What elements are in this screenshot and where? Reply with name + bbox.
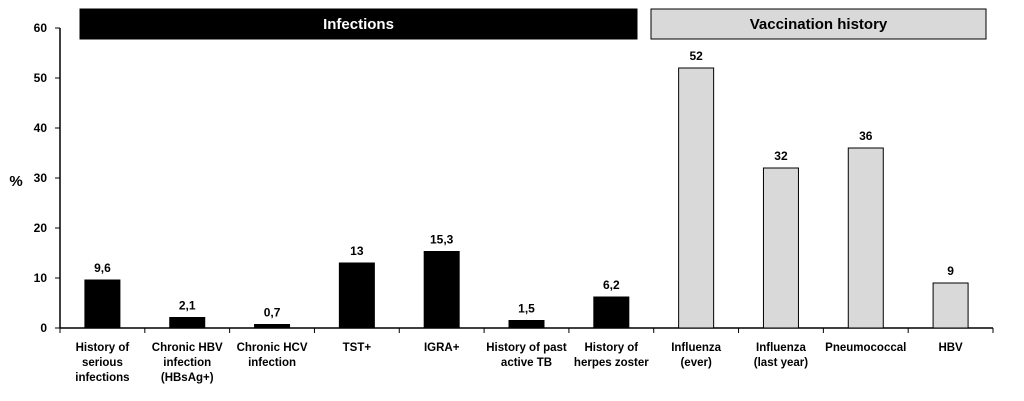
- group-bands: Infections Vaccination history: [79, 8, 987, 40]
- category-label-line: Chronic HCV: [237, 342, 308, 354]
- y-tick-label: 60: [34, 21, 48, 35]
- category-label-line: Influenza: [671, 342, 721, 354]
- data-label: 0,7: [264, 306, 281, 320]
- category-label: History of herpes zoster: [574, 342, 649, 369]
- axes: 0 10 20 30 40 50 60%: [9, 21, 994, 335]
- category-label: Chronic HBV infection (HBsAg+): [152, 342, 223, 384]
- category-label-line: infections: [75, 372, 129, 384]
- data-label: 15,3: [430, 233, 454, 247]
- category-label-line: (ever): [680, 357, 711, 369]
- data-label: 2,1: [179, 299, 196, 313]
- group-band-label: Vaccination history: [750, 16, 888, 33]
- y-tick-label: 0: [40, 321, 47, 335]
- category-label: TST+: [343, 342, 372, 354]
- y-axis-title: %: [9, 173, 22, 190]
- data-label: 9: [947, 264, 954, 278]
- category-label: History of serious infections: [75, 342, 129, 384]
- category-label-line: History of: [76, 342, 130, 354]
- bar: [423, 251, 460, 329]
- category-label-line: Pneumococcal: [825, 342, 906, 354]
- data-label: 1,5: [518, 302, 535, 316]
- category-label: IGRA+: [424, 342, 460, 354]
- category-label-line: (HBsAg+): [161, 372, 214, 384]
- group-band: [650, 8, 987, 40]
- data-label: 52: [689, 49, 703, 63]
- category-label: History of past active TB: [486, 342, 567, 369]
- category-label-line: herpes zoster: [574, 357, 649, 369]
- category-label-line: serious: [82, 357, 123, 369]
- category-label-line: History of past: [486, 342, 567, 354]
- bar: [254, 324, 291, 329]
- bar: [593, 296, 630, 329]
- data-label: 6,2: [603, 278, 620, 292]
- bar: [932, 282, 969, 329]
- category-label-line: TST+: [343, 342, 372, 354]
- category-label: Influenza (ever): [671, 342, 721, 369]
- category-label-line: infection: [248, 357, 296, 369]
- data-label: 9,6: [94, 261, 111, 275]
- bar: [84, 279, 121, 329]
- category-label: Influenza (last year): [754, 342, 809, 369]
- category-label-line: IGRA+: [424, 342, 460, 354]
- data-label: 13: [350, 244, 364, 258]
- labels: 9,6 History of serious infections 2,1 Chronic…: [75, 49, 963, 384]
- group-band-label: Infections: [323, 16, 394, 33]
- bar: [678, 67, 715, 329]
- bars: [84, 67, 969, 329]
- bar: [847, 147, 884, 329]
- category-label: HBV: [938, 342, 963, 354]
- category-label-line: History of: [584, 342, 638, 354]
- category-label-line: infection: [163, 357, 211, 369]
- bar: [169, 317, 206, 329]
- category-label: Chronic HCV infection: [237, 342, 308, 369]
- y-tick-label: 40: [34, 121, 48, 135]
- y-tick-label: 30: [34, 171, 48, 185]
- category-label-line: HBV: [938, 342, 963, 354]
- category-label-line: active TB: [501, 357, 552, 369]
- group-band: [79, 8, 638, 40]
- y-tick-label: 50: [34, 71, 48, 85]
- category-label-line: Influenza: [756, 342, 806, 354]
- y-tick-label: 20: [34, 221, 48, 235]
- bar: [338, 262, 375, 329]
- category-label: Pneumococcal: [825, 342, 906, 354]
- bar: [508, 320, 545, 329]
- category-label-line: (last year): [754, 357, 809, 369]
- data-label: 36: [859, 129, 873, 143]
- data-label: 32: [774, 149, 788, 163]
- bar: [762, 167, 799, 329]
- y-tick-label: 10: [34, 271, 48, 285]
- category-label-line: Chronic HBV: [152, 342, 223, 354]
